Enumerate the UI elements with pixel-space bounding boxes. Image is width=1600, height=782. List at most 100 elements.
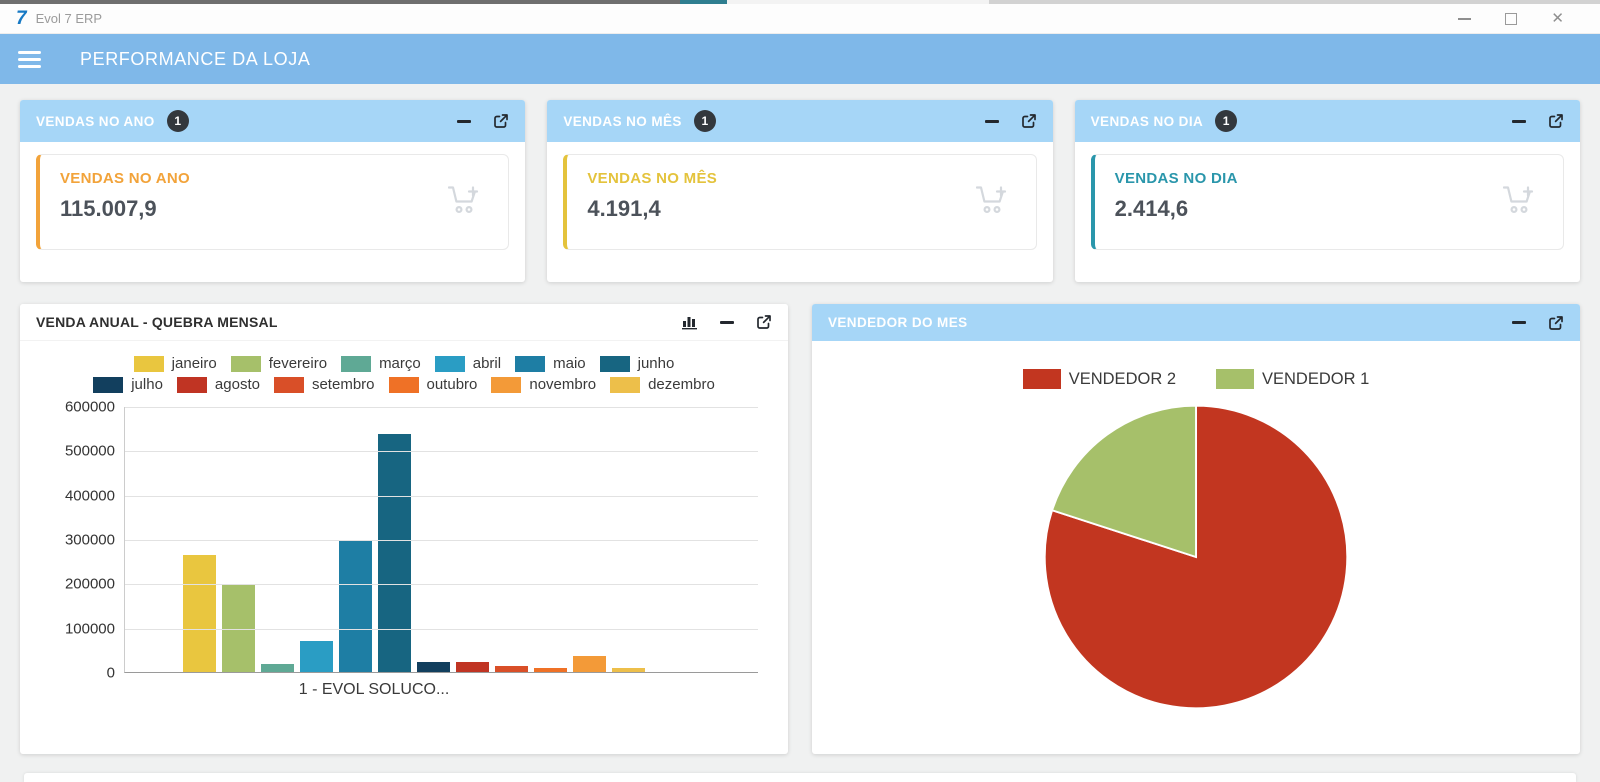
legend-item-maio[interactable]: maio (515, 355, 586, 372)
legend-swatch (515, 355, 546, 372)
legend-label: VENDEDOR 2 (1068, 369, 1176, 388)
kpi-card-body: VENDAS NO DIA 2.414,6 (1075, 142, 1580, 282)
legend-label: novembro (529, 376, 597, 393)
pie-chart-legend: VENDEDOR 2 VENDEDOR 1 (1016, 369, 1377, 389)
legend-label: setembro (311, 376, 375, 393)
bar-series (183, 433, 645, 672)
charts-row: VENDA ANUAL - QUEBRA MENSAL janeiro fever… (20, 304, 1580, 754)
app-header: PERFORMANCE DA LOJA (0, 34, 1600, 84)
kpi-value: 115.007,9 (60, 196, 157, 221)
legend-swatch (610, 376, 641, 393)
legend-item-fevereiro[interactable]: fevereiro (230, 355, 328, 372)
bar-janeiro (183, 554, 216, 672)
kpi-value: 4.191,4 (587, 196, 661, 221)
bar-agosto (456, 661, 489, 672)
kpi-card-header: VENDAS NO DIA 1 (1074, 100, 1580, 142)
external-link-icon[interactable] (493, 113, 509, 129)
legend-label: dezembro (648, 376, 715, 393)
close-window-icon[interactable]: ✕ (1551, 10, 1564, 27)
collapse-icon[interactable] (457, 119, 472, 123)
next-panel-edge (24, 773, 1576, 782)
bar-chart-legend: janeiro fevereiro março abril maio junho julho… (36, 355, 772, 393)
pie-slice-vendedor-1 (1050, 404, 1197, 559)
legend-swatch (491, 376, 522, 393)
kpi-card-vendas-no-mes: VENDAS NO MÊS 1 VENDAS NO MÊS 4.191,4 (547, 100, 1053, 282)
external-link-icon[interactable] (756, 314, 772, 330)
kpi-value: 2.414,6 (1114, 196, 1189, 221)
legend-label: junho (637, 355, 675, 372)
maximize-window-icon[interactable] (1505, 12, 1518, 25)
legend-item-abril[interactable]: abril (434, 355, 502, 372)
legend-item-novembro[interactable]: novembro (491, 376, 596, 393)
legend-item-julho[interactable]: julho (93, 376, 163, 393)
bar-chart-plot: 0 100000 200000 300000 400000 500000 600000 (65, 399, 758, 682)
collapse-icon[interactable] (720, 320, 734, 324)
bar-panel-title: VENDA ANUAL - QUEBRA MENSAL (36, 314, 278, 330)
bar-panel-header: VENDA ANUAL - QUEBRA MENSAL (20, 304, 788, 341)
evol-logo-icon: 7 (16, 8, 27, 29)
legend-label: outubro (426, 376, 478, 393)
legend-swatch (1022, 369, 1061, 389)
collapse-icon[interactable] (1511, 119, 1526, 123)
bar-chart-area: 0 100000 200000 300000 400000 500000 600000 1 … (36, 399, 772, 699)
pie-chart-body: VENDEDOR 2 VENDEDOR 1 (812, 341, 1580, 713)
y-tick-label: 100000 (64, 620, 115, 638)
y-tick-label: 600000 (64, 398, 115, 416)
bar-chart-body: janeiro fevereiro março abril maio junho julho… (20, 341, 788, 699)
legend-swatch (388, 376, 419, 393)
y-tick-label: 0 (106, 664, 115, 682)
cart-plus-icon (448, 185, 482, 220)
kpi-row: VENDAS NO ANO 1 VENDAS NO ANO 115.007,9 … (20, 100, 1580, 282)
external-link-icon[interactable] (1548, 315, 1564, 331)
external-link-icon[interactable] (1548, 113, 1564, 129)
x-axis-category-label: 1 - EVOL SOLUCO... (298, 681, 450, 698)
kpi-card-body: VENDAS NO MÊS 4.191,4 (547, 142, 1052, 282)
cart-plus-icon (1502, 185, 1537, 220)
kpi-card-header: VENDAS NO MÊS 1 (547, 100, 1053, 142)
bar-abril (300, 640, 333, 672)
count-badge: 1 (166, 110, 189, 132)
minimize-window-icon[interactable] (1458, 17, 1472, 20)
collapse-icon[interactable] (1512, 321, 1526, 324)
pie-panel-header: VENDEDOR DO MES (812, 304, 1580, 341)
bar-chart-type-icon[interactable] (681, 314, 698, 330)
legend-label: abril (472, 355, 502, 372)
legend-swatch (434, 355, 465, 372)
kpi-label: VENDAS NO DIA (1114, 170, 1238, 187)
kpi-card-body: VENDAS NO ANO 115.007,9 (20, 142, 525, 282)
kpi-card-vendas-no-ano: VENDAS NO ANO 1 VENDAS NO ANO 115.007,9 (20, 100, 526, 282)
legend-item-dezembro[interactable]: dezembro (610, 376, 715, 393)
legend-item-setembro[interactable]: setembro (273, 376, 375, 393)
legend-swatch (133, 355, 164, 372)
hamburger-menu-icon[interactable] (18, 50, 41, 68)
legend-label: janeiro (171, 355, 217, 372)
legend-swatch (1216, 369, 1254, 389)
legend-item-março[interactable]: março (341, 355, 421, 372)
collapse-icon[interactable] (984, 119, 999, 123)
legend-swatch (230, 355, 261, 372)
legend-item-janeiro[interactable]: janeiro (133, 355, 217, 372)
kpi-metric-box: VENDAS NO MÊS 4.191,4 (563, 154, 1037, 250)
os-taskbar-strip (0, 0, 1600, 4)
pie-panel-title: VENDEDOR DO MES (828, 315, 968, 330)
legend-item-vendedor-2[interactable]: VENDEDOR 2 (1022, 369, 1176, 389)
external-link-icon[interactable] (1021, 113, 1037, 129)
y-tick-label: 200000 (64, 575, 115, 593)
legend-label: VENDEDOR 1 (1262, 369, 1370, 388)
bar-novembro (573, 656, 606, 672)
kpi-label: VENDAS NO ANO (60, 170, 191, 187)
legend-item-junho[interactable]: junho (599, 355, 675, 372)
bar-maio (339, 541, 372, 672)
bar-outubro (534, 667, 567, 672)
gridline (125, 451, 758, 453)
gridline (125, 407, 758, 408)
legend-item-vendedor-1[interactable]: VENDEDOR 1 (1216, 369, 1369, 389)
y-tick-label: 300000 (64, 531, 115, 549)
bar-dezembro (612, 668, 645, 672)
legend-item-outubro[interactable]: outubro (388, 376, 478, 393)
legend-label: fevereiro (268, 355, 328, 372)
legend-swatch (599, 355, 630, 372)
legend-item-agosto[interactable]: agosto (176, 376, 260, 393)
legend-label: julho (131, 376, 163, 393)
bar-chart-panel: VENDA ANUAL - QUEBRA MENSAL janeiro fever… (20, 304, 788, 754)
